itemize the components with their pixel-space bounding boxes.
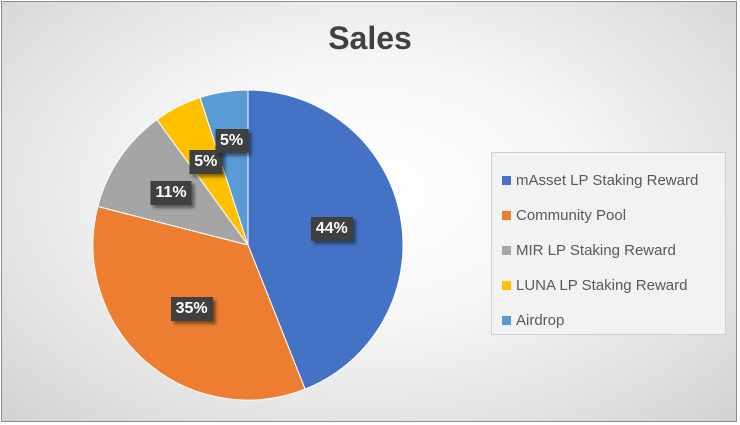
legend-swatch bbox=[502, 176, 511, 185]
data-label-4: 5% bbox=[214, 128, 249, 153]
legend-swatch bbox=[502, 281, 511, 290]
legend-item: mAsset LP Staking Reward bbox=[502, 163, 725, 198]
chart-legend: mAsset LP Staking Reward Community Pool MI… bbox=[491, 152, 726, 335]
chart-title: Sales bbox=[328, 20, 412, 56]
legend-item: LUNA LP Staking Reward bbox=[502, 268, 725, 303]
legend-swatch bbox=[502, 316, 511, 325]
data-label-2: 11% bbox=[150, 180, 192, 205]
legend-label: Airdrop bbox=[516, 312, 565, 329]
legend-item: Airdrop bbox=[502, 303, 725, 338]
data-label-1: 35% bbox=[170, 296, 213, 321]
legend-swatch bbox=[502, 246, 511, 255]
data-label-0: 44% bbox=[310, 217, 353, 242]
legend-label: MIR LP Staking Reward bbox=[516, 242, 676, 259]
legend-swatch bbox=[502, 211, 511, 220]
legend-item: Community Pool bbox=[502, 198, 725, 233]
legend-item: MIR LP Staking Reward bbox=[502, 233, 725, 268]
pie-slice-4 bbox=[199, 89, 249, 246]
legend-label: LUNA LP Staking Reward bbox=[516, 277, 688, 294]
legend-label: Community Pool bbox=[516, 207, 627, 224]
legend-label: mAsset LP Staking Reward bbox=[516, 172, 699, 189]
data-label-3: 5% bbox=[189, 150, 223, 175]
